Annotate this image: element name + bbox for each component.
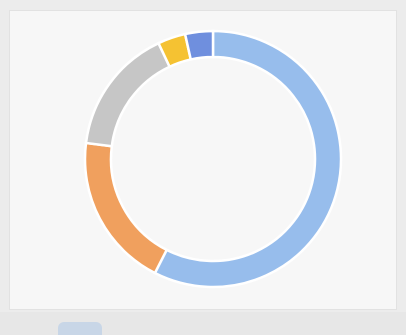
donut-slice-5[interactable] [183, 29, 215, 61]
donut-slice-1[interactable] [153, 29, 343, 289]
bottom-accent [58, 322, 102, 335]
donut-slice-2[interactable] [83, 141, 169, 275]
donut-slice-3[interactable] [84, 41, 172, 148]
bottom-strip [0, 312, 406, 335]
